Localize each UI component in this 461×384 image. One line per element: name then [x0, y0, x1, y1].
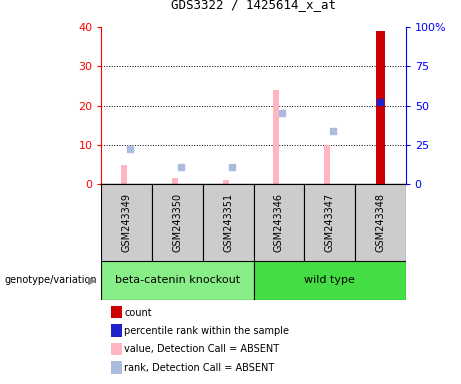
Text: GSM243347: GSM243347 [325, 193, 335, 252]
Bar [273, 90, 279, 184]
Text: GSM243348: GSM243348 [375, 193, 385, 252]
Bar [101, 261, 254, 300]
Bar [324, 145, 330, 184]
Bar [254, 184, 304, 261]
Bar [376, 31, 385, 184]
Text: GDS3322 / 1425614_x_at: GDS3322 / 1425614_x_at [171, 0, 336, 12]
Bar [172, 179, 178, 184]
Text: rank, Detection Call = ABSENT: rank, Detection Call = ABSENT [124, 363, 275, 373]
Bar [254, 261, 406, 300]
Bar [355, 184, 406, 261]
Text: beta-catenin knockout: beta-catenin knockout [115, 275, 240, 285]
Bar [152, 184, 203, 261]
Bar [304, 184, 355, 261]
Text: GSM243350: GSM243350 [172, 193, 183, 252]
Bar [101, 184, 152, 261]
Text: wild type: wild type [304, 275, 355, 285]
Text: percentile rank within the sample: percentile rank within the sample [124, 326, 290, 336]
Text: GSM243349: GSM243349 [122, 193, 132, 252]
Text: GSM243346: GSM243346 [274, 193, 284, 252]
Text: value, Detection Call = ABSENT: value, Detection Call = ABSENT [124, 344, 279, 354]
Bar [121, 165, 127, 184]
Text: genotype/variation: genotype/variation [5, 275, 97, 285]
Bar [203, 184, 254, 261]
Bar [223, 180, 229, 184]
Text: ▶: ▶ [89, 275, 97, 285]
Text: GSM243351: GSM243351 [223, 193, 233, 252]
Text: count: count [124, 308, 152, 318]
